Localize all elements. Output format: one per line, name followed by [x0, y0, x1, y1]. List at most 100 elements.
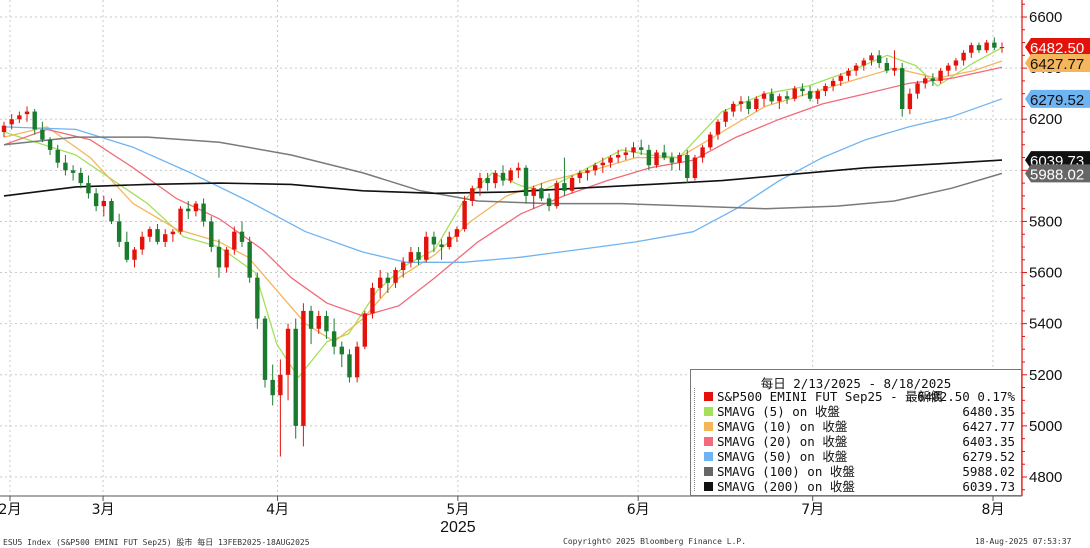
candle-body: [500, 172, 506, 181]
legend-series-name: SMAVG (5) on 收盤: [717, 404, 840, 419]
candle-body: [838, 75, 843, 81]
candle-body: [646, 149, 652, 166]
legend-header: 每日 2/13/2025 - 8/18/2025: [760, 376, 952, 391]
last-price-tag: 6482.50: [1025, 38, 1090, 57]
candle-body: [339, 346, 344, 355]
candle-body: [662, 152, 667, 158]
legend-row: SMAVG (20) on 收盤 6403.35: [691, 434, 1021, 449]
candle-body: [546, 198, 552, 207]
candle-body: [32, 111, 37, 130]
candle-body: [600, 162, 605, 166]
candle-body: [992, 42, 997, 48]
candle-body: [331, 331, 337, 347]
candle-body: [239, 231, 245, 242]
candle-body: [424, 236, 429, 260]
candle-body: [155, 229, 160, 242]
candle-body: [477, 178, 483, 189]
candle-body: [109, 201, 114, 222]
legend-grip[interactable]: [694, 388, 695, 491]
footer-security: ESU5 Index (S&P500 EMINI FUT Sep25) 股市 每…: [3, 538, 310, 547]
candle-body: [78, 172, 83, 184]
candle-body: [754, 98, 759, 109]
candle-body: [439, 244, 444, 247]
last-price-tag: 6427.77: [1025, 54, 1090, 73]
legend-series-name: SMAVG (50) on 收盤: [717, 449, 848, 464]
candle-body: [654, 152, 659, 166]
x-tick-label: 8月: [982, 502, 1005, 518]
legend-row: SMAVG (100) on 收盤 5988.02: [691, 464, 1021, 479]
candle-body: [807, 91, 813, 99]
y-tick-label: 5800: [1029, 213, 1062, 230]
candle-body: [347, 354, 352, 378]
candle-body: [209, 221, 214, 247]
candle-body: [377, 277, 383, 288]
candle-body: [17, 115, 22, 120]
last-price-tag-text: 5988.02: [1030, 166, 1084, 183]
candle-body: [63, 162, 68, 171]
candle-body: [170, 231, 176, 235]
y-tick-label: 4800: [1029, 469, 1062, 486]
candle-body: [101, 201, 106, 207]
candle-body: [232, 231, 237, 250]
candle-body: [969, 45, 974, 53]
candle-body: [462, 201, 467, 230]
candle-body: [562, 183, 567, 191]
candle-body: [930, 78, 936, 81]
candle-body: [139, 236, 145, 250]
legend-series-name: S&P500 EMINI FUT Sep25 - 最新價: [717, 389, 943, 404]
candle-body: [301, 310, 306, 426]
candle-body: [915, 83, 920, 94]
candle-body: [715, 121, 721, 135]
candle-body: [401, 262, 406, 270]
legend-series-value: 5988.02: [962, 464, 1015, 479]
candle-body: [55, 149, 60, 163]
last-price-tag: 6279.52: [1025, 89, 1090, 109]
candle-body: [846, 70, 851, 76]
candle-body: [800, 88, 805, 92]
legend-row: S&P500 EMINI FUT Sep25 - 最新價 6482.50 0.17…: [691, 389, 1021, 404]
candle-body: [938, 70, 943, 81]
candle-body: [861, 60, 867, 66]
legend-row: SMAVG (200) on 收盤 6039.73: [691, 479, 1021, 494]
legend-series-value: 6039.73: [962, 479, 1015, 494]
candle-body: [393, 270, 398, 283]
candlesticks: [1, 37, 1005, 457]
footer-copyright: Copyright© 2025 Bloomberg Finance L.P.: [563, 537, 747, 546]
legend-series-value: 6403.35: [962, 434, 1015, 449]
legend-row: SMAVG (50) on 收盤 6279.52: [691, 449, 1021, 464]
candle-body: [354, 346, 360, 378]
candle-body: [408, 252, 414, 263]
candle-body: [823, 86, 828, 92]
candle-body: [592, 165, 598, 171]
candle-body: [216, 247, 222, 268]
legend-series-value: 6427.77: [962, 419, 1015, 434]
legend-series-name: SMAVG (200) on 收盤: [717, 479, 855, 494]
y-axis: 4800500052005400560058006000620064006600: [1021, 0, 1062, 496]
sma-line: [3, 98, 1003, 263]
candle-body: [731, 103, 736, 112]
legend-swatch: [704, 407, 713, 416]
candle-body: [923, 78, 928, 84]
candle-body: [324, 316, 329, 332]
x-tick-label: 2月: [0, 502, 21, 518]
legend-series-value: 6482.50 0.17%: [917, 389, 1015, 404]
candle-body: [278, 374, 283, 396]
candle-body: [454, 229, 460, 237]
candle-body: [869, 55, 874, 61]
last-price-tag: 5988.02: [1025, 164, 1090, 183]
candle-body: [884, 63, 890, 71]
candle-body: [792, 88, 797, 99]
candle-body: [961, 52, 966, 61]
candle-body: [316, 316, 321, 329]
candle-body: [163, 234, 168, 242]
legend-swatch: [704, 437, 713, 446]
candle-body: [539, 188, 544, 199]
candle-body: [692, 157, 698, 178]
candle-body: [976, 45, 982, 51]
chart-grid: [0, 0, 1022, 496]
last-price-tag-bg: [1025, 54, 1090, 72]
candle-body: [447, 236, 452, 247]
candle-body: [178, 208, 183, 232]
candle-body: [631, 147, 636, 153]
candle-body: [999, 47, 1005, 49]
